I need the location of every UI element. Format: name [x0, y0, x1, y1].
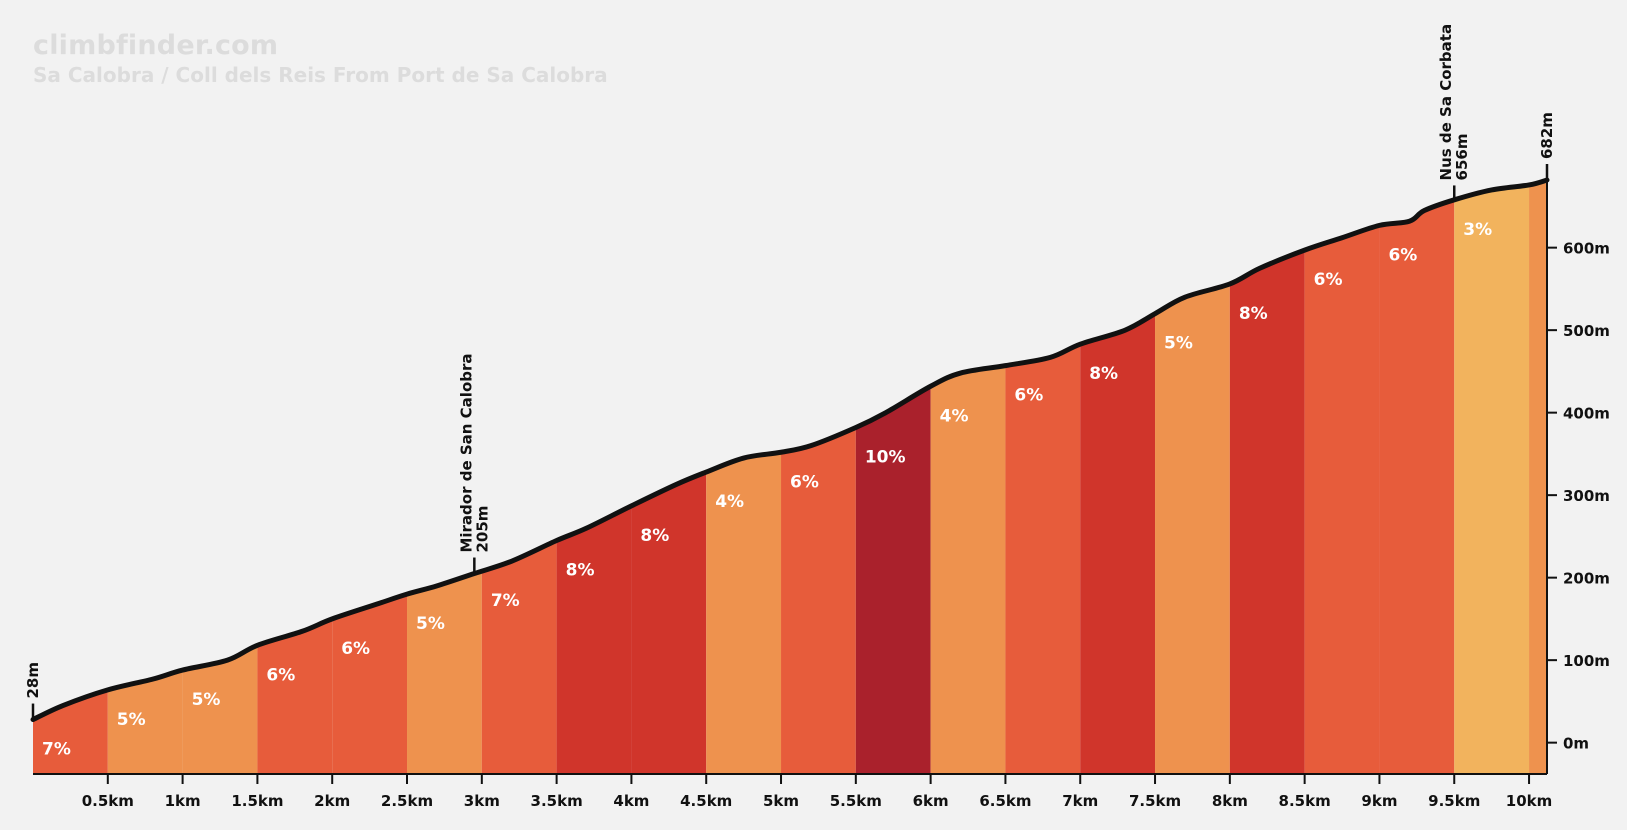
- grade-segment: [1005, 180, 1081, 774]
- y-tick-label: 600m: [1563, 240, 1610, 258]
- site-brand: climbfinder.com: [33, 30, 279, 61]
- grade-label: 8%: [640, 526, 669, 546]
- x-tick-label: 6km: [913, 792, 949, 810]
- grade-segment: [1155, 180, 1230, 774]
- grade-segment: [781, 180, 856, 774]
- x-axis: 0.5km 1km 1.5km 2km 2.5km 3km 3.5km 4km 4.5km 5km…: [33, 773, 1552, 810]
- grade-label: 4%: [715, 492, 744, 512]
- grade-segment: [1529, 180, 1547, 774]
- grade-segment: [1304, 180, 1380, 774]
- grade-label: 6%: [341, 639, 370, 659]
- annotation-elevation: 656m: [1453, 133, 1471, 180]
- profile-line-group: [30, 177, 1550, 723]
- x-tick-label: 1.5km: [231, 792, 283, 810]
- grade-segment: [1454, 180, 1530, 774]
- x-tick-label: 8km: [1212, 792, 1248, 810]
- x-tick-label: 3km: [464, 792, 500, 810]
- grade-segment: [182, 180, 258, 774]
- y-tick-label: 500m: [1563, 322, 1610, 340]
- y-tick-label: 0m: [1563, 735, 1589, 753]
- grade-segment: [556, 180, 632, 774]
- x-tick-label: 2.5km: [381, 792, 433, 810]
- annotation-name: Nus de Sa Corbata: [1437, 24, 1455, 181]
- grade-label: 6%: [1388, 245, 1417, 265]
- x-tick-label: 9km: [1361, 792, 1397, 810]
- chart-header: climbfinder.com Sa Calobra / Coll dels R…: [33, 30, 608, 88]
- y-axis: 0m 100m 200m 300m 400m 500m 600m: [1546, 180, 1610, 774]
- annotation-elevation: 205m: [473, 506, 491, 553]
- y-tick-label: 100m: [1563, 652, 1610, 670]
- x-tick-label: 10km: [1506, 792, 1552, 810]
- x-tick-label: 8.5km: [1279, 792, 1331, 810]
- x-tick-label: 9.5km: [1428, 792, 1480, 810]
- grade-segments: [33, 180, 1547, 774]
- grade-label: 5%: [1164, 334, 1193, 354]
- annotation-elevation: 682m: [1538, 112, 1556, 159]
- y-tick-label: 300m: [1563, 487, 1610, 505]
- grade-label: 5%: [192, 690, 221, 710]
- grade-label: 10%: [865, 448, 906, 468]
- x-tick-label: 7km: [1062, 792, 1098, 810]
- grade-label: 8%: [1089, 364, 1118, 384]
- grade-label: 7%: [491, 591, 520, 611]
- x-tick-label: 0.5km: [82, 792, 134, 810]
- grade-label: 4%: [940, 406, 969, 426]
- grade-label: 6%: [1014, 386, 1043, 406]
- annotation-name: Mirador de San Calobra: [457, 353, 475, 552]
- grade-label: 8%: [566, 561, 595, 581]
- grade-label: 5%: [117, 710, 146, 730]
- x-tick-label: 2km: [314, 792, 350, 810]
- grade-label: 8%: [1239, 304, 1268, 324]
- grade-segment: [332, 180, 408, 774]
- y-tick-label: 400m: [1563, 405, 1610, 423]
- x-tick-label: 5.5km: [830, 792, 882, 810]
- grade-label: 6%: [266, 665, 295, 685]
- y-tick-label: 200m: [1563, 570, 1610, 588]
- grade-segment: [631, 180, 707, 774]
- grade-labels: 7% 5% 5% 6% 6% 5% 7% 8% 8% 4% 6% 10% 4% 6% 8% 5% 8% 6% 6% 3…: [42, 220, 1492, 760]
- grade-label: 6%: [790, 472, 819, 492]
- grade-segment: [1080, 180, 1156, 774]
- grade-label: 6%: [1314, 270, 1343, 290]
- x-tick-label: 3.5km: [531, 792, 583, 810]
- x-tick-label: 5km: [763, 792, 799, 810]
- grade-segment: [930, 180, 1006, 774]
- grade-segment: [1379, 180, 1455, 774]
- grade-label: 5%: [416, 614, 445, 634]
- x-tick-label: 6.5km: [979, 792, 1031, 810]
- x-tick-label: 4.5km: [680, 792, 732, 810]
- grade-segment: [481, 180, 557, 774]
- grade-label: 7%: [42, 740, 71, 760]
- annotation-elevation: 28m: [24, 662, 42, 699]
- grade-label: 3%: [1463, 220, 1492, 240]
- x-tick-label: 4km: [613, 792, 649, 810]
- profile-line: [30, 177, 1550, 723]
- x-tick-label: 7.5km: [1129, 792, 1181, 810]
- climb-title: Sa Calobra / Coll dels Reis From Port de…: [33, 63, 608, 87]
- grade-segment: [33, 180, 108, 774]
- x-tick-label: 1km: [165, 792, 201, 810]
